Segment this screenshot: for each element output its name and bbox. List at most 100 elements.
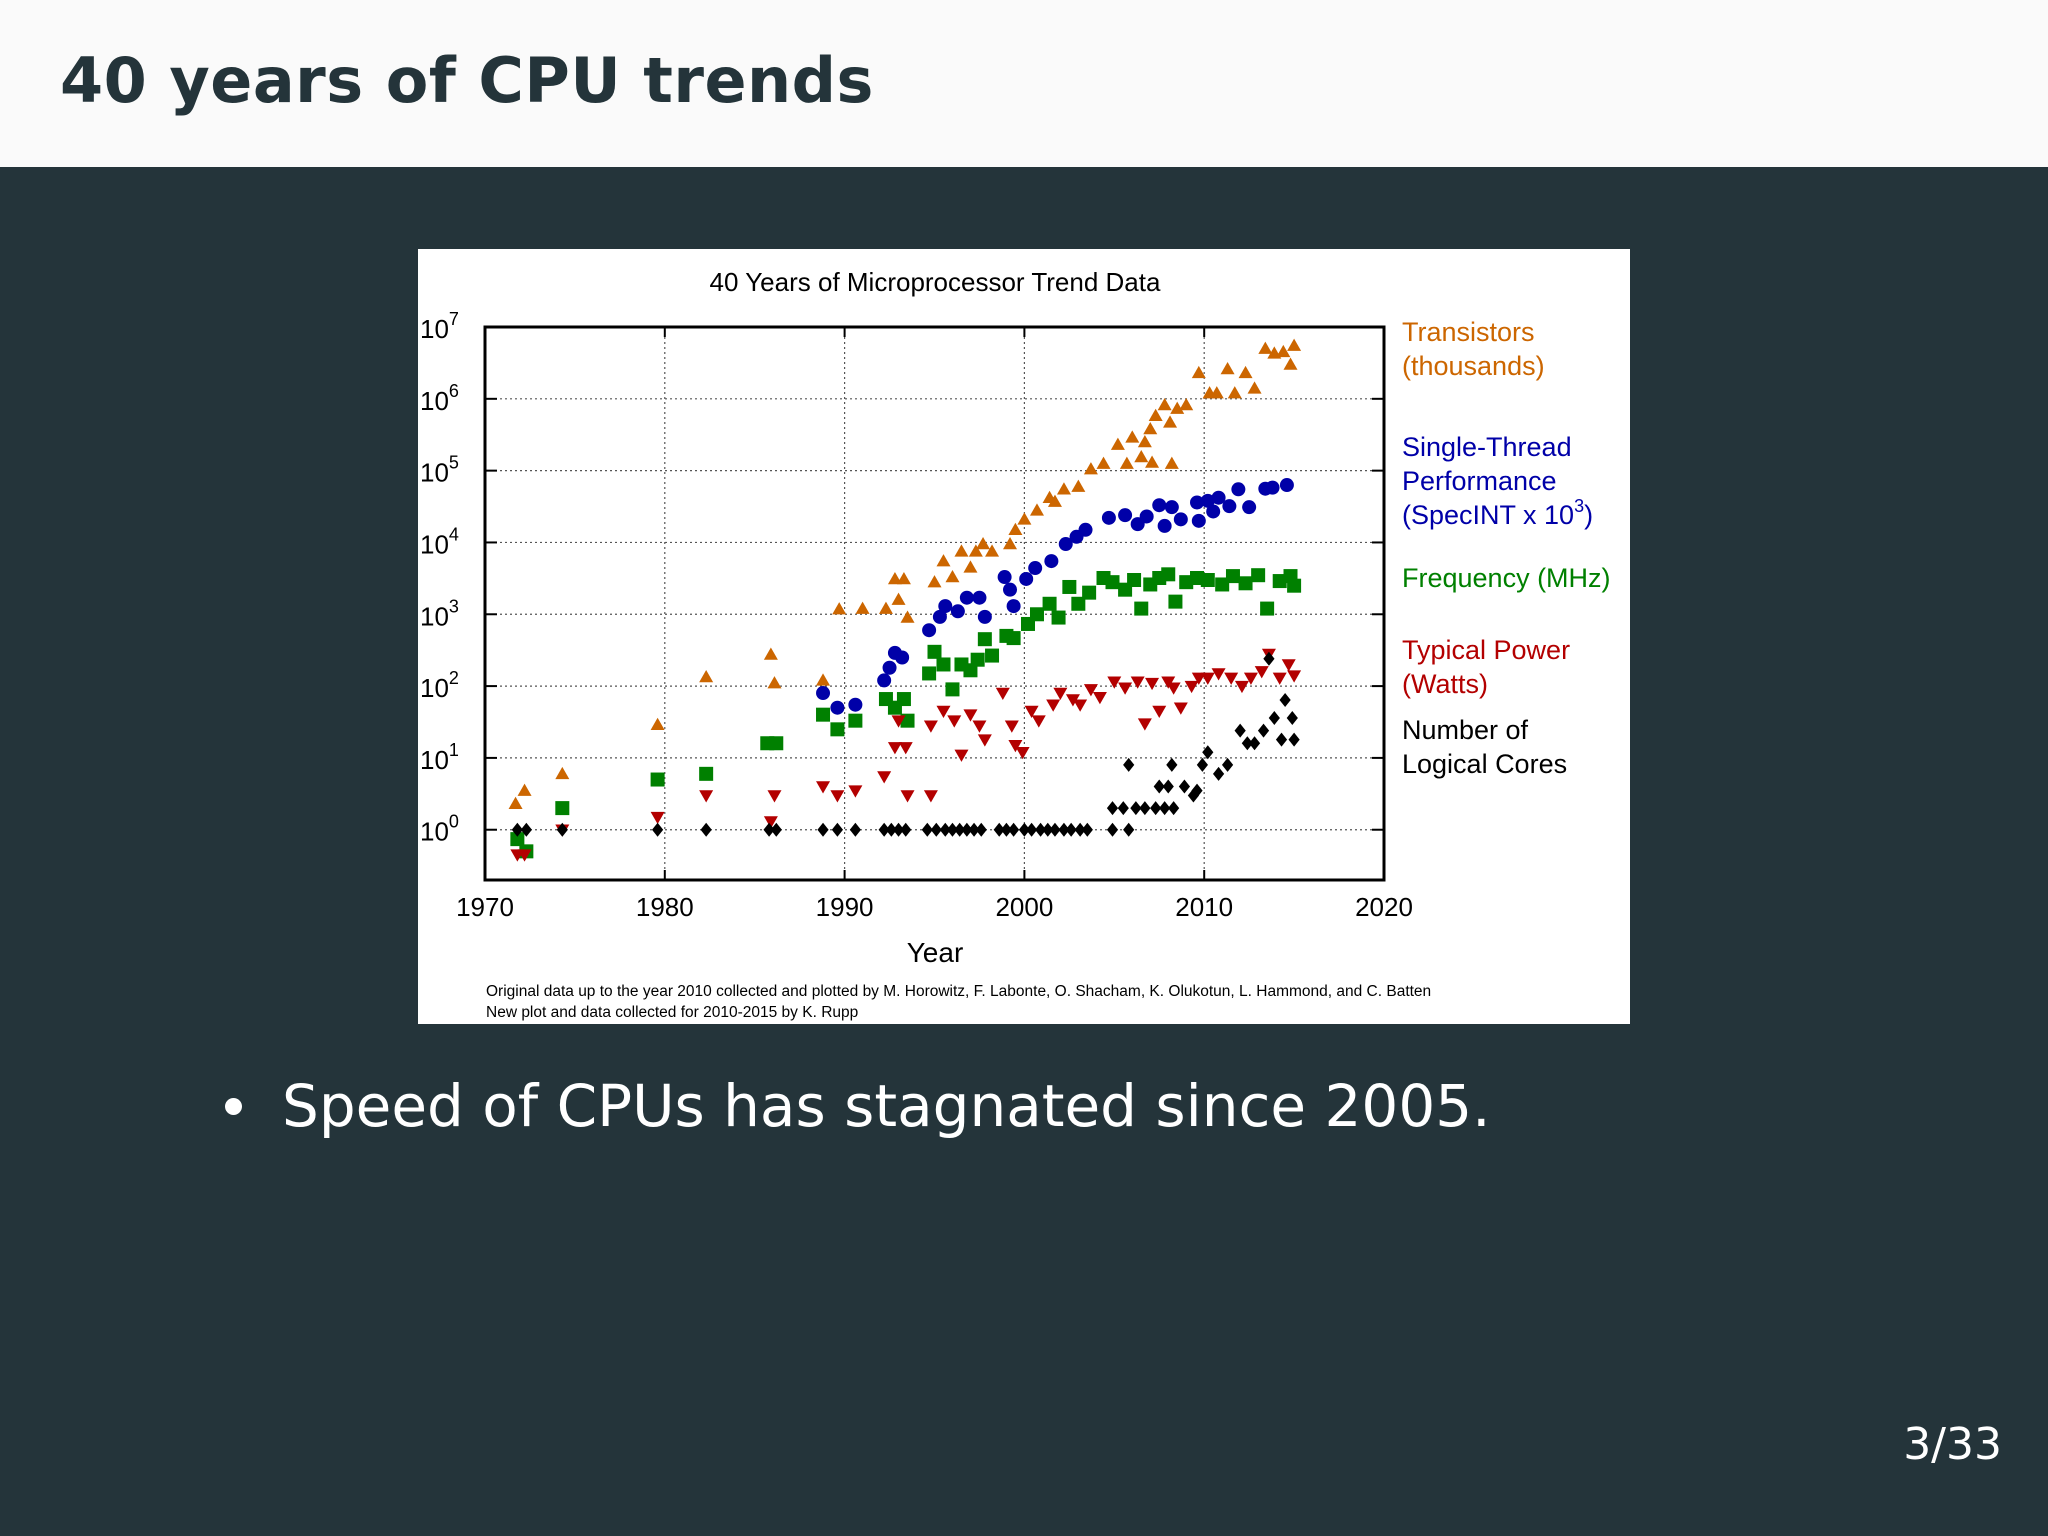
series-3-point xyxy=(1083,684,1098,697)
series-2-point xyxy=(650,772,665,787)
series-4-point xyxy=(975,822,987,837)
series-4-point xyxy=(892,822,905,837)
series-4-point xyxy=(1106,822,1119,837)
series-0-point xyxy=(1220,362,1235,375)
series-0-point xyxy=(1170,401,1185,414)
series-4-point xyxy=(849,822,861,837)
series-4-point xyxy=(1168,801,1180,816)
series-0-point xyxy=(1287,338,1302,351)
series-4-point xyxy=(1159,801,1171,816)
series-3-point xyxy=(767,790,782,803)
series-4-point xyxy=(878,822,890,837)
y-tick-label: 107 xyxy=(420,309,459,344)
series-2-point xyxy=(896,692,911,707)
legend-entry-3: Typical Power xyxy=(1402,635,1570,665)
series-0-point xyxy=(517,783,532,796)
series-4-point xyxy=(1166,757,1178,772)
series-2-point xyxy=(945,682,960,697)
slide-header: 40 years of CPU trends xyxy=(0,0,2048,167)
series-0-point xyxy=(1163,415,1178,428)
series-4-point xyxy=(1162,779,1174,794)
series-0-point xyxy=(1209,386,1224,399)
series-4-point xyxy=(817,822,829,837)
series-3-point xyxy=(1065,694,1080,707)
series-0-point xyxy=(1179,398,1194,411)
series-4-point xyxy=(1286,710,1298,725)
plot-frame xyxy=(483,325,1386,882)
series-0-point xyxy=(1047,494,1062,507)
series-3-point xyxy=(887,742,902,755)
series-4-point xyxy=(1178,779,1191,794)
series-3-point xyxy=(1166,682,1181,695)
series-0-point xyxy=(650,717,665,730)
series-3-point xyxy=(1092,691,1107,705)
y-tick-label: 103 xyxy=(420,596,459,631)
series-2-point xyxy=(1272,574,1287,589)
chart-grid xyxy=(485,327,1384,880)
series-4-point xyxy=(921,822,933,837)
series-0-point xyxy=(891,592,906,605)
series-4-point xyxy=(930,822,942,837)
series-3-point xyxy=(1224,672,1239,685)
legend-entry-0: Transistors xyxy=(1402,317,1535,347)
series-3-point xyxy=(923,720,938,733)
series-3-point xyxy=(1008,740,1023,753)
series-1-point xyxy=(1058,537,1073,552)
series-0-point xyxy=(1119,456,1134,469)
series-1-point xyxy=(938,599,953,614)
series-4-point xyxy=(961,822,973,837)
series-2-point xyxy=(848,713,863,728)
legend-entry-1: (SpecINT x 103) xyxy=(1402,496,1593,530)
series-0-point xyxy=(878,601,893,614)
series-3-point xyxy=(1145,677,1160,691)
series-0-point xyxy=(936,554,951,567)
page-number: 3/33 xyxy=(1903,1419,2002,1470)
series-0-point xyxy=(1191,365,1206,379)
series-2-point xyxy=(816,707,831,722)
series-1-point xyxy=(1139,509,1154,524)
series-1-point xyxy=(1211,490,1226,505)
series-3-point xyxy=(1191,672,1206,685)
series-2-point xyxy=(977,632,992,647)
series-4-point xyxy=(1130,801,1142,816)
series-4-point xyxy=(900,822,912,837)
series-3-point xyxy=(650,811,665,825)
series-2-point xyxy=(1042,596,1057,611)
series-1-point xyxy=(1231,482,1246,497)
series-3-point xyxy=(977,734,992,747)
series-4-point xyxy=(1000,822,1013,837)
series-3-point xyxy=(1173,702,1188,715)
x-tick-label: 1990 xyxy=(816,892,874,922)
series-4-point xyxy=(1212,766,1225,781)
x-tick-label: 1980 xyxy=(636,892,694,922)
series-1-point xyxy=(1003,582,1018,597)
series-3-point xyxy=(1107,676,1122,689)
series-0-point xyxy=(832,602,847,615)
legend-entry-2: Frequency (MHz) xyxy=(1402,563,1611,593)
series-0-point xyxy=(1143,421,1158,435)
series-3-point xyxy=(1200,672,1215,685)
series-4-point xyxy=(831,822,844,837)
series-2-point xyxy=(769,736,784,751)
series-1-point xyxy=(882,660,897,675)
series-4-point xyxy=(1139,801,1151,816)
series-1-point xyxy=(1279,478,1294,493)
series-2-point xyxy=(1161,567,1176,582)
series-2-point xyxy=(1082,585,1097,600)
series-0-point xyxy=(1145,455,1160,468)
chart-title: 40 Years of Microprocessor Trend Data xyxy=(710,267,1161,297)
series-3-point xyxy=(1053,687,1068,701)
series-4-point xyxy=(1288,732,1300,747)
y-tick-label: 105 xyxy=(420,453,459,488)
legend-entry-4: Logical Cores xyxy=(1402,749,1567,779)
series-4-point xyxy=(1221,757,1234,772)
series-4-point xyxy=(954,822,966,837)
series-0-point xyxy=(1017,512,1032,525)
series-0-point xyxy=(508,796,523,809)
series-3-point xyxy=(891,715,906,728)
bullet-text: Speed of CPUs has stagnated since 2005. xyxy=(282,1072,1491,1140)
series-4-point xyxy=(885,822,897,837)
series-4-point xyxy=(1018,822,1030,837)
series-4-point xyxy=(968,822,980,837)
series-4-point xyxy=(520,822,532,837)
